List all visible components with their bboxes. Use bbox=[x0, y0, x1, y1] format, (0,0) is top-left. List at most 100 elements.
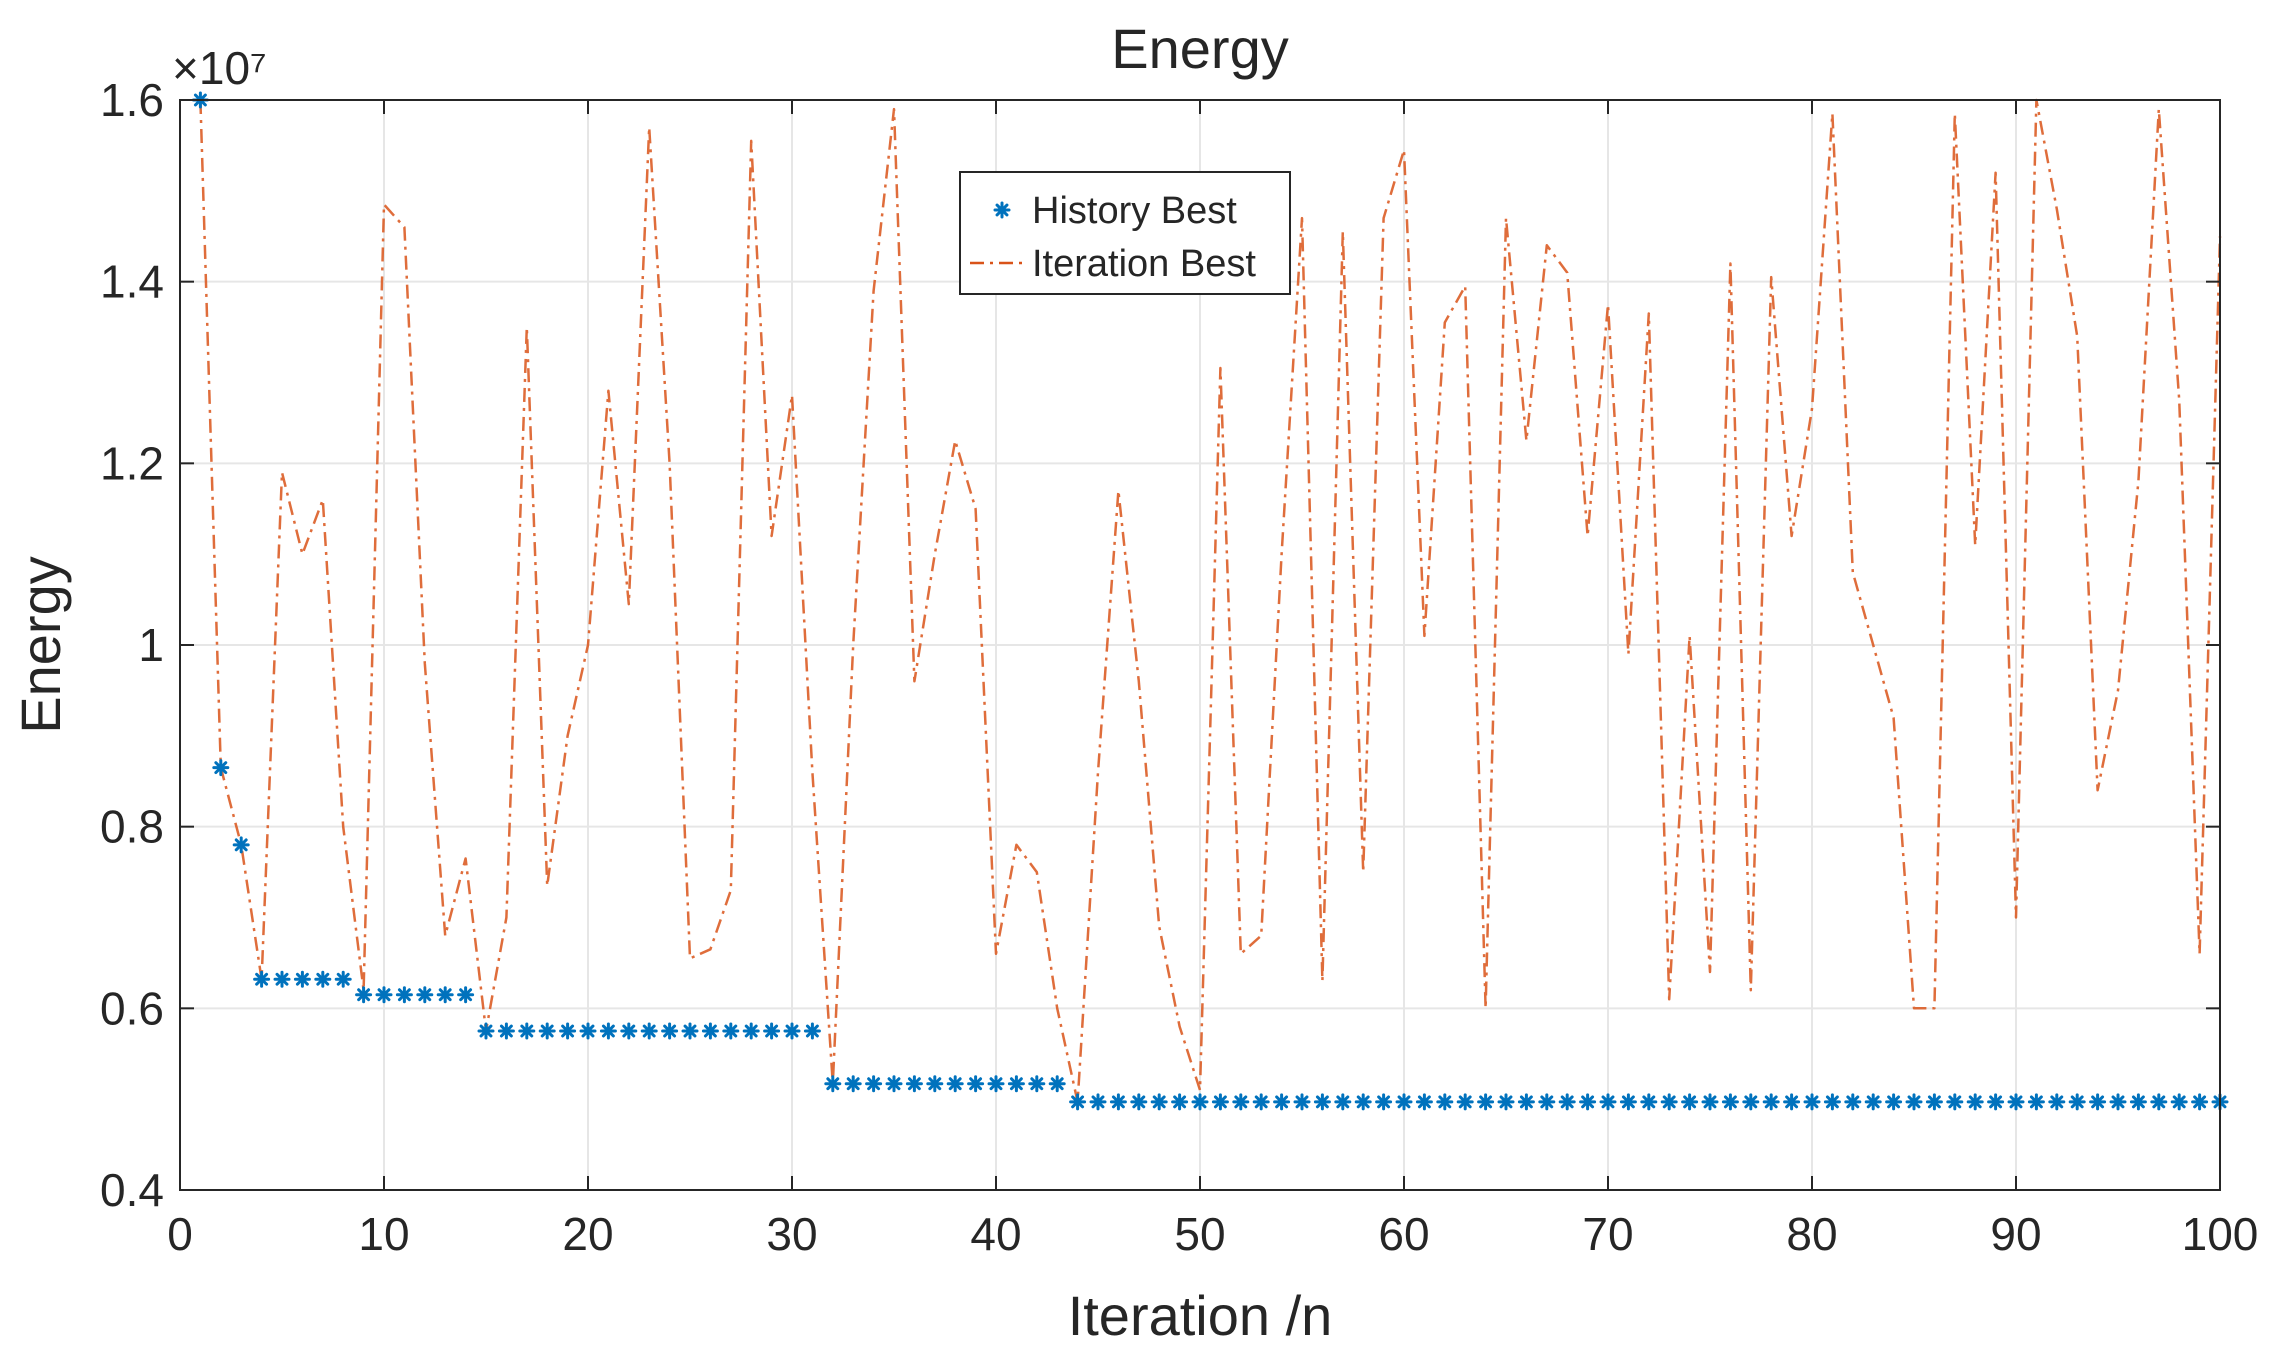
history-best-point bbox=[946, 1075, 964, 1093]
history-best-point bbox=[1313, 1093, 1331, 1111]
history-best-point bbox=[1375, 1093, 1393, 1111]
legend-box bbox=[959, 171, 1291, 295]
legend-history-best-asterisk bbox=[993, 201, 1011, 219]
history-best-point bbox=[273, 970, 291, 988]
history-best-point bbox=[1844, 1093, 1862, 1111]
x-tick-label: 50 bbox=[1174, 1208, 1225, 1260]
history-best-point bbox=[1721, 1093, 1739, 1111]
history-best-point bbox=[824, 1075, 842, 1093]
history-best-point bbox=[253, 970, 271, 988]
history-best-point bbox=[783, 1022, 801, 1040]
history-best-point bbox=[1803, 1093, 1821, 1111]
history-best-point bbox=[1436, 1093, 1454, 1111]
history-best-point bbox=[1987, 1093, 2005, 1111]
y-axis-label: Energy bbox=[9, 556, 72, 733]
history-best-point bbox=[1252, 1093, 1270, 1111]
axis-ticks: 0 10 20 30 40 50 60 70 80 90 100 0.4 0.6 0.8 1 1.2 1.4 1.… bbox=[100, 74, 2258, 1260]
history-best-point bbox=[1171, 1093, 1189, 1111]
history-best-point bbox=[1823, 1093, 1841, 1111]
y-axis-exponent-label: ×10⁷ bbox=[172, 42, 267, 94]
history-best-point bbox=[1619, 1093, 1637, 1111]
history-best-point bbox=[967, 1075, 985, 1093]
history-best-point bbox=[701, 1022, 719, 1040]
history-best-point bbox=[457, 986, 475, 1004]
history-best-point bbox=[579, 1022, 597, 1040]
history-best-point bbox=[2027, 1093, 2045, 1111]
history-best-point bbox=[334, 970, 352, 988]
history-best-point bbox=[1538, 1093, 1556, 1111]
history-best-point bbox=[1334, 1093, 1352, 1111]
history-best-point bbox=[1599, 1093, 1617, 1111]
x-axis-label: Iteration /n bbox=[1068, 1284, 1333, 1347]
history-best-point bbox=[518, 1022, 536, 1040]
history-best-point bbox=[742, 1022, 760, 1040]
history-best-point bbox=[1028, 1075, 1046, 1093]
history-best-point bbox=[2068, 1093, 2086, 1111]
history-best-point bbox=[1517, 1093, 1535, 1111]
history-best-point bbox=[436, 986, 454, 1004]
history-best-point bbox=[477, 1022, 495, 1040]
history-best-point bbox=[1191, 1093, 1209, 1111]
history-best-point bbox=[599, 1022, 617, 1040]
history-best-point bbox=[375, 986, 393, 1004]
history-best-point bbox=[355, 986, 373, 1004]
history-best-point bbox=[1925, 1093, 1943, 1111]
history-best-point bbox=[844, 1075, 862, 1093]
history-best-point bbox=[1579, 1093, 1597, 1111]
history-best-point bbox=[232, 836, 250, 854]
history-best-point bbox=[1211, 1093, 1229, 1111]
history-best-point bbox=[865, 1075, 883, 1093]
history-best-point bbox=[1946, 1093, 1964, 1111]
history-best-point bbox=[905, 1075, 923, 1093]
history-best-point bbox=[2129, 1093, 2147, 1111]
x-tick-label: 100 bbox=[2182, 1208, 2259, 1260]
history-best-point bbox=[661, 1022, 679, 1040]
history-best-point bbox=[1232, 1093, 1250, 1111]
history-best-point bbox=[1966, 1093, 1984, 1111]
history-best-point bbox=[2089, 1093, 2107, 1111]
history-best-point bbox=[763, 1022, 781, 1040]
history-best-point bbox=[212, 759, 230, 777]
history-best-point bbox=[803, 1022, 821, 1040]
history-best-point bbox=[2191, 1093, 2209, 1111]
y-tick-label: 1.6 bbox=[100, 74, 164, 126]
history-best-point bbox=[2109, 1093, 2127, 1111]
x-tick-label: 40 bbox=[970, 1208, 1021, 1260]
history-best-point bbox=[1069, 1093, 1087, 1111]
history-best-point bbox=[681, 1022, 699, 1040]
history-best-point bbox=[314, 970, 332, 988]
plot-series bbox=[191, 91, 2229, 1111]
iteration-best-line bbox=[199, 98, 2222, 1104]
history-best-point bbox=[722, 1022, 740, 1040]
history-best-point bbox=[1762, 1093, 1780, 1111]
x-tick-label: 90 bbox=[1990, 1208, 2041, 1260]
history-best-point bbox=[1109, 1093, 1127, 1111]
x-tick-label: 20 bbox=[562, 1208, 613, 1260]
history-best-point bbox=[885, 1075, 903, 1093]
history-best-point bbox=[1007, 1075, 1025, 1093]
history-best-point bbox=[2170, 1093, 2188, 1111]
history-best-point bbox=[1681, 1093, 1699, 1111]
history-best-point bbox=[1497, 1093, 1515, 1111]
y-tick-label: 0.6 bbox=[100, 982, 164, 1034]
history-best-point bbox=[1558, 1093, 1576, 1111]
history-best-point bbox=[2150, 1093, 2168, 1111]
x-tick-label: 30 bbox=[766, 1208, 817, 1260]
history-best-point bbox=[640, 1022, 658, 1040]
x-tick-label: 60 bbox=[1378, 1208, 1429, 1260]
legend: History Best Iteration Best bbox=[959, 171, 1291, 295]
history-best-point bbox=[1395, 1093, 1413, 1111]
history-best-point bbox=[620, 1022, 638, 1040]
history-best-point bbox=[293, 970, 311, 988]
history-best-point bbox=[1885, 1093, 1903, 1111]
history-best-point bbox=[1150, 1093, 1168, 1111]
y-tick-label: 1.2 bbox=[100, 437, 164, 489]
history-best-point bbox=[1293, 1093, 1311, 1111]
history-best-point bbox=[1660, 1093, 1678, 1111]
history-best-point bbox=[1864, 1093, 1882, 1111]
history-best-point bbox=[987, 1075, 1005, 1093]
legend-history-best-label: History Best bbox=[1032, 190, 1237, 232]
history-best-point bbox=[926, 1075, 944, 1093]
history-best-point bbox=[416, 986, 434, 1004]
